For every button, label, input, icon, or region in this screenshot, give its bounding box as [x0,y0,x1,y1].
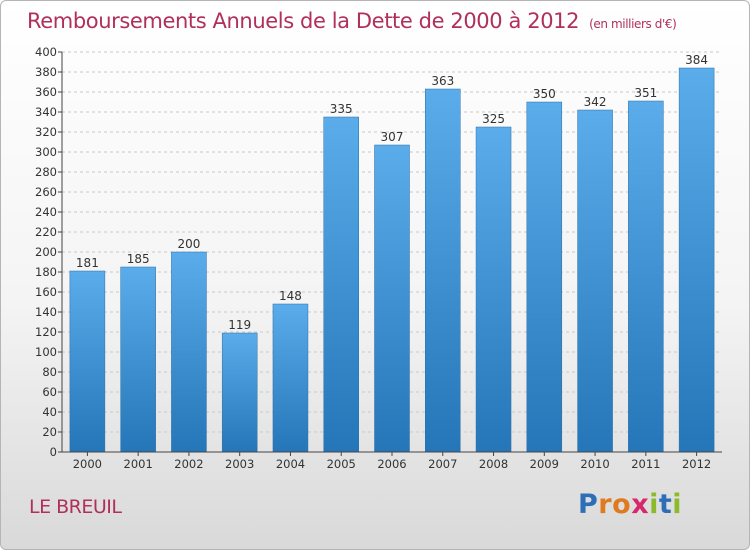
bar [69,270,106,453]
y-tick-label: 180 [35,265,57,279]
y-tick-label: 220 [35,225,57,239]
axes: 0 20 40 60 80 100 120 140 160 180 200 220 240 260 280 3… [35,45,722,471]
y-tick-label: 300 [35,145,57,159]
y-tick-label: 120 [35,325,57,339]
logo-letter: i [649,489,659,520]
bar-value-label: 181 [76,256,99,270]
y-tick-label: 260 [35,185,57,199]
bar-value-label: 342 [584,95,607,109]
y-tick-label: 160 [35,285,57,299]
x-tick-label: 2012 [682,457,711,471]
logo-letter: t [658,489,673,520]
bar-value-label: 307 [381,130,404,144]
y-tick-label: 140 [35,305,57,319]
y-tick-label: 20 [42,425,57,439]
place-name: LE BREUIL [29,496,122,518]
y-tick-label: 360 [35,85,57,99]
bar-value-label: 384 [685,53,708,67]
bar [221,332,258,453]
x-tick-label: 2010 [580,457,609,471]
y-tick-label: 340 [35,105,57,119]
bar [577,109,613,453]
y-tick-label: 80 [42,365,57,379]
y-tick-label: 0 [50,445,57,459]
bar-value-label: 351 [634,86,657,100]
bar [628,100,664,453]
bar-value-label: 350 [533,87,556,101]
chart-title-text: Remboursements Annuels de la Dette de 20… [27,9,580,33]
y-tick-label: 320 [35,125,57,139]
x-tick-label: 2011 [631,457,660,471]
bar [475,126,512,453]
bar [323,116,359,453]
y-tick-label: 100 [35,345,57,359]
y-tick-label: 40 [42,405,57,419]
x-tick-label: 2008 [479,457,508,471]
chart-title: Remboursements Annuels de la Dette de 20… [27,9,677,33]
bar [272,303,309,453]
y-tick-label: 280 [35,165,57,179]
proxiti-logo: Proxiti [578,489,682,520]
x-tick-label: 2000 [73,457,102,471]
logo-letter: i [672,489,683,520]
bar [120,266,156,453]
unit-note: (en milliers d'€) [589,17,677,31]
y-tick-label: 200 [35,245,57,259]
bar [374,144,410,453]
bars: 181 185 200 119 148 335 307 363 325 350 342 351 384 [69,53,715,453]
bar [526,101,563,453]
x-tick-label: 2001 [124,457,153,471]
y-tick-label: 240 [35,205,57,219]
y-tick-label: 380 [35,65,57,79]
logo-letter: x [631,489,650,520]
x-tick-label: 2005 [327,457,356,471]
logo-letter: o [612,489,632,520]
y-tick-label: 60 [42,385,57,399]
y-tick-label: 400 [35,45,57,59]
logo-letter: P [578,489,599,520]
x-tick-label: 2002 [174,457,203,471]
bar-value-label: 185 [127,252,150,266]
bar-value-label: 363 [431,74,454,88]
logo-letter: r [598,489,613,520]
x-tick-label: 2007 [428,457,457,471]
bar-value-label: 200 [177,237,200,251]
bar-value-label: 119 [228,318,251,332]
bar [171,251,207,453]
bar-value-label: 325 [482,112,505,126]
x-tick-label: 2003 [225,457,254,471]
bar [678,67,715,453]
bar-value-label: 148 [279,289,302,303]
x-tick-label: 2009 [530,457,559,471]
x-tick-label: 2004 [276,457,305,471]
x-tick-label: 2006 [377,457,406,471]
bar [425,88,461,453]
bar-value-label: 335 [330,102,353,116]
